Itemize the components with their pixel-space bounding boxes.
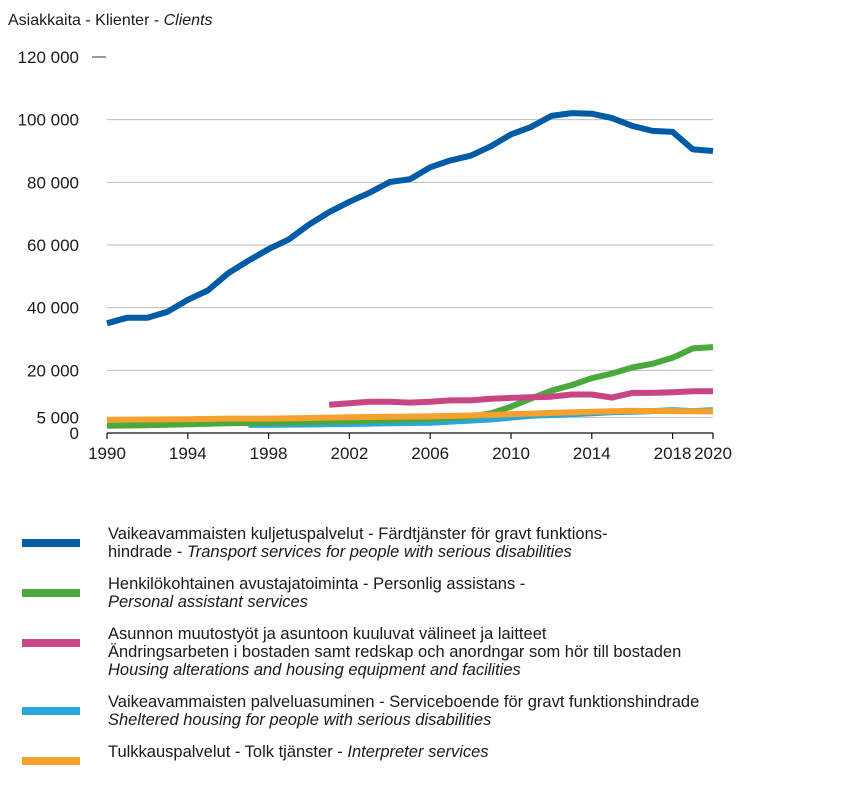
legend-item: Tulkkauspalvelut - Tolk tjänster - Inter… bbox=[22, 743, 842, 779]
legend-label-text: Tulkkauspalvelut - Tolk tjänster - bbox=[108, 743, 348, 761]
x-tick-label: 2002 bbox=[330, 444, 368, 463]
y-tick-label: 120 000 bbox=[18, 48, 79, 67]
x-tick-label: 1990 bbox=[88, 444, 126, 463]
legend-item: Asunnon muutostyöt ja asuntoon kuuluvat … bbox=[22, 625, 842, 679]
legend-item: Henkilökohtainen avustajatoiminta - Pers… bbox=[22, 575, 842, 611]
y-tick-label: 40 000 bbox=[27, 299, 79, 318]
legend-label-text: Henkilökohtainen avustajatoiminta - Pers… bbox=[108, 575, 526, 593]
legend-label-line: Personal assistant services bbox=[108, 593, 842, 611]
series-line-4 bbox=[106, 407, 714, 423]
legend-label-text: Vaikeavammaisten palveluasuminen - Servi… bbox=[108, 693, 700, 711]
legend-label-line: Tulkkauspalvelut - Tolk tjänster - Inter… bbox=[108, 743, 842, 761]
x-tick-label: 1994 bbox=[169, 444, 207, 463]
y-tick-label: 100 000 bbox=[18, 111, 79, 130]
x-tick-label: 2018 bbox=[654, 444, 692, 463]
legend-label: Henkilökohtainen avustajatoiminta - Pers… bbox=[108, 575, 842, 611]
y-axis-label: Asiakkaita - Klienter - Clients bbox=[8, 12, 213, 29]
x-tick-label: 1998 bbox=[250, 444, 288, 463]
legend-label-text: hindrade - bbox=[108, 543, 187, 561]
y-tick-label: 0 bbox=[70, 424, 79, 443]
legend: Vaikeavammaisten kuljetuspalvelut - Färd… bbox=[22, 525, 842, 793]
y-tick-label: 60 000 bbox=[27, 236, 79, 255]
legend-label-line: Vaikeavammaisten palveluasuminen - Servi… bbox=[108, 693, 842, 711]
legend-item: Vaikeavammaisten kuljetuspalvelut - Färd… bbox=[22, 525, 842, 561]
legend-label: Vaikeavammaisten kuljetuspalvelut - Färd… bbox=[108, 525, 842, 561]
legend-label-line: Henkilökohtainen avustajatoiminta - Pers… bbox=[108, 575, 842, 593]
x-tick-label: 2020 bbox=[694, 444, 732, 463]
x-tick-label: 2010 bbox=[492, 444, 530, 463]
legend-swatch bbox=[22, 707, 80, 715]
legend-label: Vaikeavammaisten palveluasuminen - Servi… bbox=[108, 693, 842, 729]
x-tick-label: 2014 bbox=[573, 444, 611, 463]
legend-swatch bbox=[22, 757, 80, 765]
legend-swatch bbox=[22, 589, 80, 597]
x-tick-label: 2006 bbox=[411, 444, 449, 463]
legend-label-italic: Personal assistant services bbox=[108, 593, 308, 611]
y-axis-label-main: Asiakkaita - Klienter - bbox=[8, 12, 164, 29]
y-tick-label: 5 000 bbox=[36, 408, 79, 427]
legend-label-line: Vaikeavammaisten kuljetuspalvelut - Färd… bbox=[108, 525, 842, 543]
legend-swatch bbox=[22, 639, 80, 647]
series-line-1 bbox=[106, 344, 714, 429]
legend-label-italic: Housing alterations and housing equipmen… bbox=[108, 661, 521, 679]
y-axis-label-italic: Clients bbox=[164, 12, 213, 29]
legend-label-line: Sheltered housing for people with seriou… bbox=[108, 711, 842, 729]
legend-label-text: Ändringsarbeten i bostaden samt redskap … bbox=[108, 643, 682, 661]
series-line-0 bbox=[106, 110, 714, 327]
legend-label-line: Housing alterations and housing equipmen… bbox=[108, 661, 842, 679]
y-tick-label: 20 000 bbox=[27, 361, 79, 380]
y-tick-label: 80 000 bbox=[27, 173, 79, 192]
legend-label-text: Asunnon muutostyöt ja asuntoon kuuluvat … bbox=[108, 625, 547, 643]
legend-item: Vaikeavammaisten palveluasuminen - Servi… bbox=[22, 693, 842, 729]
legend-label-text: Vaikeavammaisten kuljetuspalvelut - Färd… bbox=[108, 525, 608, 543]
legend-label-line: hindrade - Transport services for people… bbox=[108, 543, 842, 561]
legend-label-italic: Interpreter services bbox=[347, 743, 489, 761]
legend-label: Asunnon muutostyöt ja asuntoon kuuluvat … bbox=[108, 625, 842, 679]
legend-label-line: Ändringsarbeten i bostaden samt redskap … bbox=[108, 643, 842, 661]
series-line-2 bbox=[328, 388, 713, 408]
legend-label-italic: Transport services for people with serio… bbox=[186, 543, 572, 561]
legend-label: Tulkkauspalvelut - Tolk tjänster - Inter… bbox=[108, 743, 842, 761]
legend-swatch bbox=[22, 539, 80, 547]
legend-label-italic: Sheltered housing for people with seriou… bbox=[108, 711, 492, 729]
line-chart: Asiakkaita - Klienter - Clients 05 000 20 … bbox=[8, 12, 732, 463]
legend-label-line: Asunnon muutostyöt ja asuntoon kuuluvat … bbox=[108, 625, 842, 643]
